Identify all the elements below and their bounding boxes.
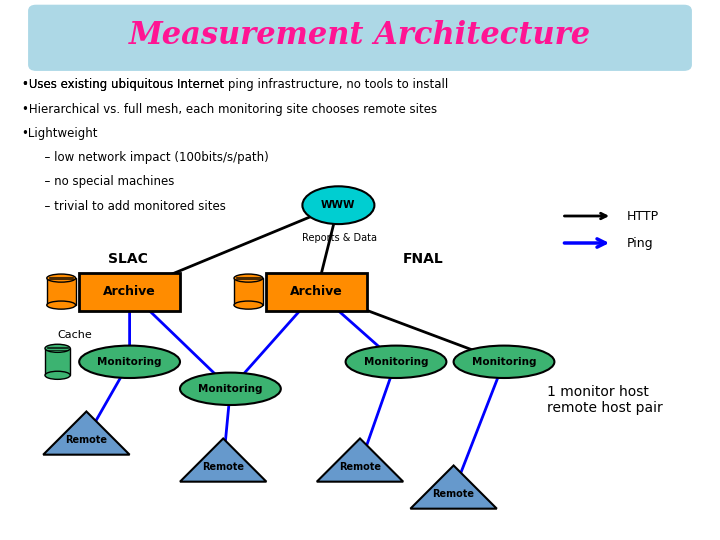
FancyBboxPatch shape bbox=[79, 273, 180, 310]
Text: Archive: Archive bbox=[103, 285, 156, 298]
Bar bbox=[234, 278, 263, 305]
Text: 1 monitor host
remote host pair: 1 monitor host remote host pair bbox=[547, 384, 663, 415]
Text: Cache: Cache bbox=[58, 330, 92, 340]
Text: – low network impact (100bits/s/path): – low network impact (100bits/s/path) bbox=[22, 151, 269, 164]
Text: Monitoring: Monitoring bbox=[472, 357, 536, 367]
Text: Ping: Ping bbox=[626, 237, 653, 249]
Ellipse shape bbox=[45, 372, 70, 379]
Ellipse shape bbox=[234, 301, 263, 309]
Polygon shape bbox=[317, 438, 403, 482]
Ellipse shape bbox=[454, 346, 554, 378]
Text: – trivial to add monitored sites: – trivial to add monitored sites bbox=[22, 200, 225, 213]
Bar bbox=[45, 348, 70, 375]
Text: Remote: Remote bbox=[339, 462, 381, 471]
Text: Archive: Archive bbox=[290, 285, 343, 298]
Ellipse shape bbox=[79, 346, 180, 378]
Text: Monitoring: Monitoring bbox=[198, 384, 263, 394]
FancyBboxPatch shape bbox=[29, 5, 691, 70]
Text: Remote: Remote bbox=[433, 489, 474, 498]
Text: HTTP: HTTP bbox=[626, 210, 659, 222]
Text: Measurement Architecture: Measurement Architecture bbox=[129, 19, 591, 51]
Text: SLAC: SLAC bbox=[108, 252, 148, 266]
Ellipse shape bbox=[346, 346, 446, 378]
Polygon shape bbox=[180, 438, 266, 482]
Text: Monitoring: Monitoring bbox=[364, 357, 428, 367]
Polygon shape bbox=[43, 411, 130, 455]
Text: •Uses existing ubiquitous Internet ping infrastructure, no tools to install: •Uses existing ubiquitous Internet ping … bbox=[22, 78, 448, 91]
Ellipse shape bbox=[47, 274, 76, 282]
Text: FNAL: FNAL bbox=[403, 252, 444, 266]
Text: – no special machines: – no special machines bbox=[22, 176, 174, 188]
FancyBboxPatch shape bbox=[266, 273, 367, 310]
Text: Remote: Remote bbox=[66, 435, 107, 444]
Text: Remote: Remote bbox=[202, 462, 244, 471]
Ellipse shape bbox=[47, 301, 76, 309]
Text: •Lightweight: •Lightweight bbox=[22, 127, 98, 140]
Text: WWW: WWW bbox=[321, 200, 356, 210]
Text: •Uses existing ubiquitous Internet: •Uses existing ubiquitous Internet bbox=[22, 78, 228, 91]
Text: •Hierarchical vs. full mesh, each monitoring site chooses remote sites: •Hierarchical vs. full mesh, each monito… bbox=[22, 103, 437, 116]
Text: Reports & Data: Reports & Data bbox=[302, 233, 377, 242]
Bar bbox=[47, 278, 76, 305]
Ellipse shape bbox=[302, 186, 374, 224]
Ellipse shape bbox=[234, 274, 263, 282]
Ellipse shape bbox=[45, 345, 70, 352]
Text: Monitoring: Monitoring bbox=[97, 357, 162, 367]
Ellipse shape bbox=[180, 373, 281, 405]
Polygon shape bbox=[410, 465, 497, 509]
